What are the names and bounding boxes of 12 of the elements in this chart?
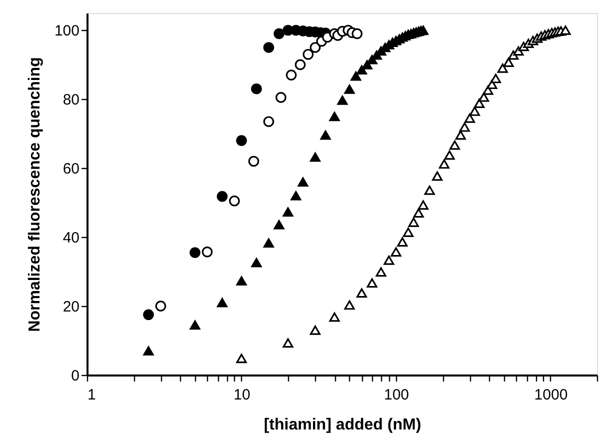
y-tick-label: 80 xyxy=(62,92,80,109)
y-tick-label: 100 xyxy=(54,22,80,40)
x-tick-label: 100 xyxy=(384,386,410,404)
x-tick-label: 1000 xyxy=(534,386,568,404)
y-tick-label: 60 xyxy=(62,160,80,178)
y-tick-label: 0 xyxy=(71,368,80,384)
x-tick-label: 1 xyxy=(88,386,96,404)
y-axis-title: Normalized fluorescence quenching xyxy=(26,57,44,332)
x-axis-title: [thiamin] added (nM) xyxy=(264,416,422,434)
x-tick-label: 10 xyxy=(234,386,250,404)
y-tick-label: 20 xyxy=(62,298,80,316)
y-tick-label: 40 xyxy=(62,230,80,247)
